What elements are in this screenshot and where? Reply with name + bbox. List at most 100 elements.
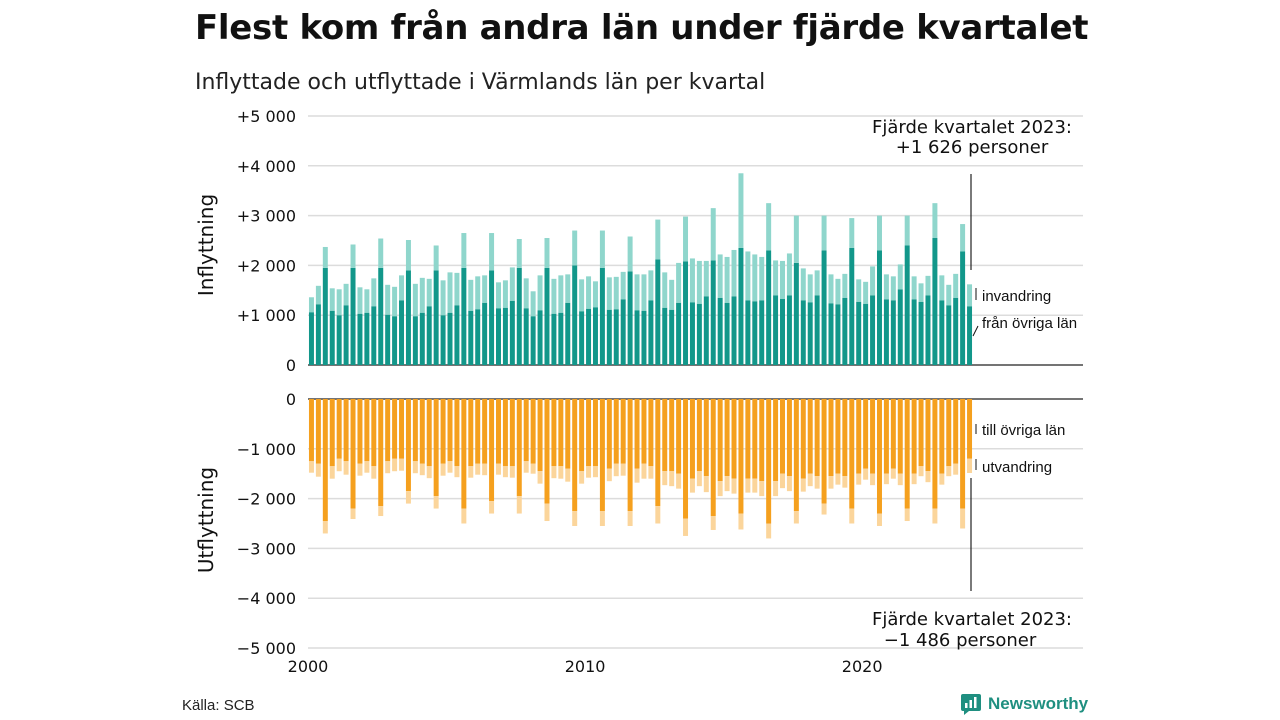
- y-tick-label-bottom: −1 000: [237, 440, 296, 459]
- bar-invandring: [385, 284, 391, 315]
- bar-invandring: [357, 287, 363, 314]
- y-tick-label-bottom: −3 000: [237, 539, 296, 558]
- bar-till-ovriga-lan: [939, 399, 945, 474]
- bar-invandring: [689, 258, 695, 303]
- bar-till-ovriga-lan: [343, 399, 349, 462]
- bar-till-ovriga-lan: [752, 399, 758, 479]
- bar-invandring: [544, 238, 550, 268]
- bar-invandring: [378, 238, 384, 268]
- bar-utvandring: [703, 476, 709, 493]
- bar-utvandring: [329, 466, 335, 479]
- bar-till-ovriga-lan: [378, 399, 384, 507]
- bar-fran-ovriga-lan: [662, 307, 668, 365]
- bar-till-ovriga-lan: [932, 399, 938, 509]
- bar-invandring: [842, 273, 848, 298]
- bar-fran-ovriga-lan: [454, 305, 460, 365]
- bar-till-ovriga-lan: [322, 399, 328, 522]
- bar-fran-ovriga-lan: [696, 303, 702, 365]
- bar-invandring: [454, 272, 460, 306]
- bar-fran-ovriga-lan: [544, 267, 550, 365]
- bar-till-ovriga-lan: [454, 399, 460, 467]
- legend-tick-fran-ovriga: [972, 325, 979, 337]
- bar-invandring: [863, 281, 869, 304]
- bar-fran-ovriga-lan: [960, 251, 966, 365]
- y-tick-label-top: +3 000: [237, 207, 296, 226]
- bar-invandring: [634, 274, 640, 311]
- bar-invandring: [537, 275, 543, 311]
- bar-fran-ovriga-lan: [461, 267, 467, 365]
- bar-utvandring: [496, 463, 501, 475]
- bar-utvandring: [440, 463, 446, 476]
- bar-till-ovriga-lan: [308, 399, 314, 462]
- chart-canvas: 0 0 +1 000 −1 000 +2 000 −2 000 +3 000 −3 000 +4…: [194, 107, 1083, 676]
- bar-utvandring: [918, 466, 924, 477]
- bar-fran-ovriga-lan: [800, 300, 806, 365]
- bar-invandring: [613, 276, 619, 310]
- bar-utvandring: [530, 463, 536, 474]
- bar-till-ovriga-lan: [766, 399, 772, 524]
- bar-invandring: [641, 274, 647, 311]
- bar-fran-ovriga-lan: [953, 297, 959, 365]
- legend-fran-ovriga-lan: från övriga län: [982, 315, 1077, 332]
- bar-invandring: [440, 280, 446, 316]
- bar-utvandring: [489, 501, 495, 514]
- bar-fran-ovriga-lan: [592, 307, 598, 365]
- y-tick-label-top: +2 000: [237, 256, 296, 275]
- bar-fran-ovriga-lan: [738, 247, 744, 365]
- bar-till-ovriga-lan: [662, 399, 668, 472]
- bar-invandring: [592, 281, 598, 308]
- bar-utvandring: [752, 478, 758, 493]
- bar-till-ovriga-lan: [821, 399, 827, 504]
- bar-fran-ovriga-lan: [648, 300, 654, 365]
- bar-till-ovriga-lan: [883, 399, 889, 474]
- bar-till-ovriga-lan: [475, 399, 481, 464]
- bar-invandring: [821, 215, 827, 251]
- bar-fran-ovriga-lan: [551, 313, 557, 365]
- bar-utvandring: [669, 471, 675, 487]
- bar-fran-ovriga-lan: [315, 304, 321, 365]
- bar-fran-ovriga-lan: [329, 310, 335, 365]
- bar-till-ovriga-lan: [849, 399, 855, 509]
- bar-invandring: [461, 233, 467, 268]
- bar-invandring: [780, 260, 785, 299]
- bar-utvandring: [641, 463, 647, 479]
- bar-utvandring: [634, 468, 640, 483]
- bar-invandring: [807, 274, 813, 303]
- brand-name: Newsworthy: [988, 694, 1089, 713]
- bar-utvandring: [378, 506, 384, 517]
- bar-utvandring: [953, 463, 959, 475]
- bar-till-ovriga-lan: [960, 399, 966, 509]
- bar-utvandring: [911, 473, 917, 485]
- bars-utflyttning: [308, 399, 973, 539]
- bar-invandring: [620, 271, 626, 300]
- bar-invandring: [322, 246, 328, 268]
- bar-till-ovriga-lan: [572, 399, 578, 512]
- bar-utvandring: [786, 476, 792, 492]
- y-tick-label-top: 0: [286, 356, 296, 375]
- bar-invandring: [551, 278, 557, 314]
- bar-invandring: [939, 275, 945, 301]
- bar-invandring: [572, 230, 578, 266]
- bar-fran-ovriga-lan: [925, 295, 931, 365]
- bar-till-ovriga-lan: [447, 399, 453, 462]
- bar-fran-ovriga-lan: [343, 305, 349, 365]
- annotation-bottom-line2: −1 486 personer: [884, 630, 1037, 651]
- bar-fran-ovriga-lan: [946, 305, 952, 365]
- bar-fran-ovriga-lan: [856, 301, 862, 365]
- bar-invandring: [599, 230, 605, 268]
- bar-till-ovriga-lan: [946, 399, 952, 467]
- bar-till-ovriga-lan: [627, 399, 633, 512]
- bar-utvandring: [371, 466, 377, 479]
- bar-invandring: [786, 253, 792, 296]
- bar-fran-ovriga-lan: [322, 267, 328, 365]
- bar-utvandring: [419, 463, 425, 476]
- bar-fran-ovriga-lan: [759, 300, 765, 365]
- axis-ticks: 0 0 +1 000 −1 000 +2 000 −2 000 +3 000 −3 000 +4…: [237, 107, 296, 658]
- bar-till-ovriga-lan: [731, 399, 737, 479]
- bar-invandring: [904, 215, 910, 246]
- bar-utvandring: [967, 458, 973, 474]
- bar-utvandring: [849, 508, 855, 524]
- bar-utvandring: [766, 523, 772, 539]
- bar-invandring: [433, 245, 439, 271]
- bar-invandring: [308, 297, 314, 313]
